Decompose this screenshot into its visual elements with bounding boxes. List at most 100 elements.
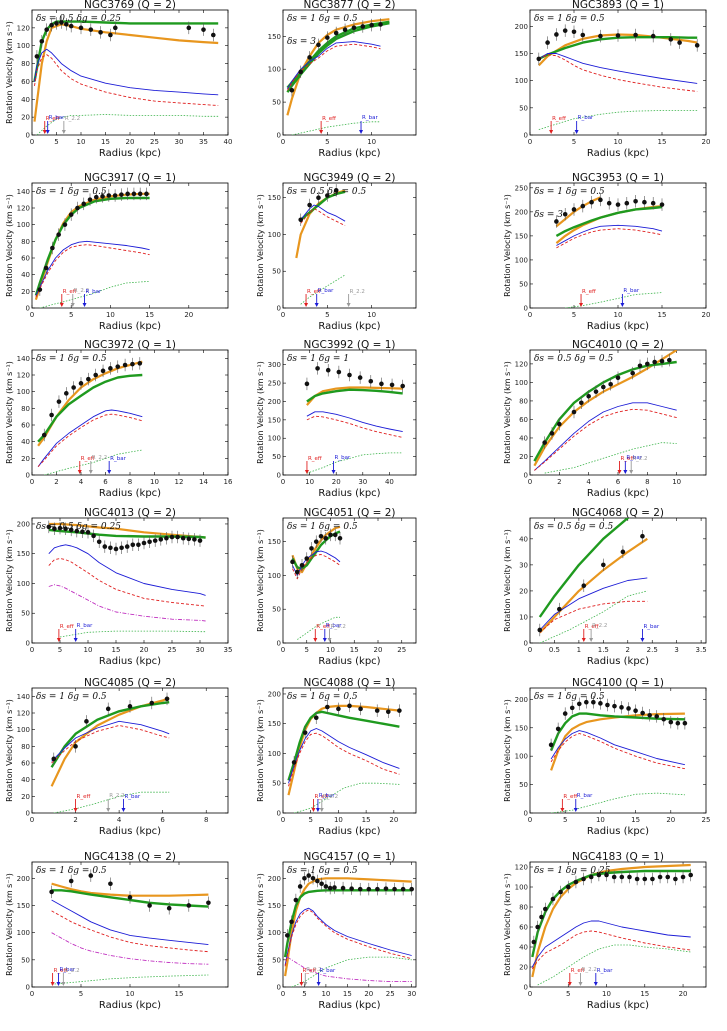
marker-label: R_bar	[326, 623, 342, 629]
data-point	[601, 562, 606, 568]
delta-annotation: δs = 1 δg = 0.5	[534, 14, 605, 24]
delta-annotation-secondary: δs = 3	[534, 210, 563, 220]
data-point	[569, 705, 575, 711]
y-tick-label: 60	[519, 416, 528, 424]
data-point	[313, 715, 319, 721]
y-tick-label: 50	[272, 780, 281, 788]
marker-label: R_bar	[623, 288, 639, 294]
data-point	[558, 889, 563, 895]
panel-ngc3992: 0 10 20 30 40 0 50 100 150 200 250 300 NGC3992 (Q = …	[256, 339, 417, 499]
marker-arrowhead	[315, 808, 320, 812]
data-point	[125, 191, 130, 197]
plot-area	[537, 518, 648, 643]
data-point	[122, 362, 128, 368]
marker-label: R_bar	[318, 288, 334, 294]
x-tick-label: 25	[397, 646, 406, 654]
delta-annotation: δs = 0.5 δg = 0.25	[36, 522, 121, 532]
y-tick-label: 50	[519, 280, 528, 288]
y-tick-label: 120	[515, 864, 528, 872]
y-tick-label: 50	[272, 956, 281, 964]
data-point	[620, 549, 626, 555]
data-point	[650, 33, 656, 39]
x-tick-label: 5	[308, 816, 312, 824]
data-point	[694, 43, 700, 48]
marker-arrowhead	[77, 470, 82, 474]
x-tick-label: 5	[79, 990, 83, 998]
x-tick-label: 15	[343, 990, 352, 998]
y-tick-label: 100	[17, 580, 30, 588]
delta-annotation: δs = 0.5 δg = 0.5	[287, 187, 367, 197]
x-tick-label: 0	[30, 646, 34, 654]
y-tick-label: 50	[519, 104, 528, 112]
marker-arrowhead	[106, 808, 111, 812]
data-point	[166, 905, 172, 911]
data-point	[647, 712, 652, 718]
data-point	[152, 538, 158, 543]
y-tick-label: 150	[515, 50, 528, 58]
y-tick-label: 60	[21, 422, 30, 430]
data-point	[549, 431, 555, 436]
x-tick-label: 15	[112, 646, 121, 654]
marker-label: R_2.2	[331, 624, 346, 630]
data-point	[302, 730, 308, 735]
data-point	[291, 760, 297, 765]
chart-title: NGC4100 (Q = 1)	[572, 677, 664, 689]
data-point	[323, 535, 329, 541]
y-axis-label: Rotation Velocity (km s⁻¹)	[256, 529, 265, 632]
x-tick-label: 25	[168, 646, 177, 654]
y-tick-label: 0	[524, 984, 528, 992]
y-tick-label: 100	[515, 77, 528, 85]
data-point	[74, 528, 80, 534]
marker-label: R_bar	[110, 456, 126, 462]
marker-label: R_eff	[81, 456, 95, 462]
plot-frame	[282, 517, 417, 644]
data-point	[571, 409, 577, 415]
y-tick-label: 150	[515, 232, 528, 240]
marker-arrowhead	[73, 638, 78, 642]
y-axis-label: Rotation Velocity (km s⁻¹)	[256, 873, 265, 976]
data-point	[186, 903, 192, 908]
series-stellar-alt	[51, 910, 209, 953]
data-point	[604, 872, 609, 878]
marker-label: R_2.2	[64, 968, 79, 974]
plot-area	[554, 193, 665, 308]
x-tick-label: 10	[84, 646, 93, 654]
data-point	[319, 881, 324, 887]
y-tick-label: 40	[21, 271, 30, 279]
x-tick-label: 0	[281, 478, 285, 486]
x-tick-label: 40	[224, 138, 233, 146]
marker-label: R_eff	[63, 289, 77, 295]
marker-arrowhead	[589, 638, 594, 642]
chart-title: NGC4051 (Q = 2)	[304, 507, 396, 519]
marker-arrowhead	[560, 808, 565, 812]
plot-area	[287, 699, 402, 813]
plot-area	[37, 357, 143, 475]
y-tick-label: 120	[17, 710, 30, 718]
x-tick-label: 30	[175, 138, 184, 146]
data-point	[289, 87, 295, 93]
data-point	[46, 524, 52, 530]
plot-frame	[529, 517, 707, 644]
data-point	[555, 726, 561, 732]
y-tick-label: 100	[268, 929, 281, 937]
delta-annotation: δs = 1 δg = 0.5	[287, 692, 358, 702]
x-tick-label: 10	[614, 138, 623, 146]
data-point	[375, 886, 380, 892]
delta-annotation: δs = 1 δg = 0.25	[534, 866, 611, 876]
series-stellar	[539, 577, 648, 631]
y-tick-label: 100	[515, 884, 528, 892]
x-tick-label: 5	[54, 138, 58, 146]
x-tick-label: 2	[73, 816, 77, 824]
data-point	[113, 546, 119, 552]
series-gas	[291, 956, 412, 987]
data-point	[144, 191, 149, 197]
marker-arrowhead	[549, 130, 554, 134]
y-tick-label: 40	[21, 438, 30, 446]
x-tick-label: 40	[385, 478, 394, 486]
y-axis-label: Rotation Velocity (km s⁻¹)	[256, 194, 265, 297]
data-point	[85, 529, 91, 535]
data-point	[105, 706, 111, 712]
x-tick-label: 0	[528, 311, 532, 319]
y-axis-label: Rotation Velocity (km s⁻¹)	[503, 873, 512, 976]
